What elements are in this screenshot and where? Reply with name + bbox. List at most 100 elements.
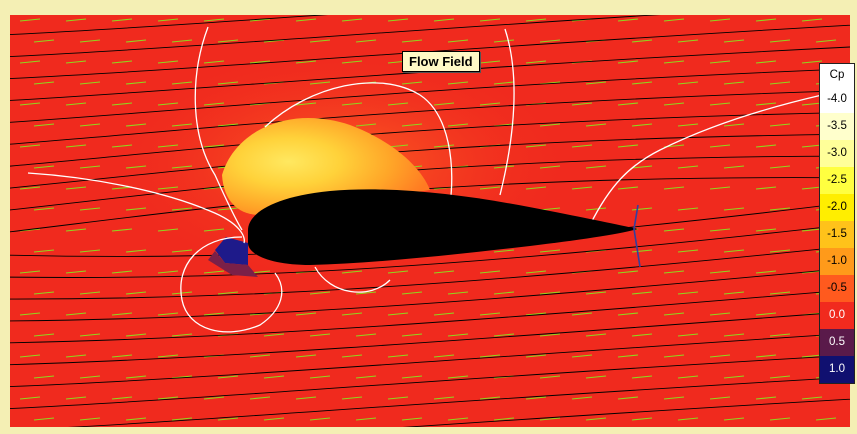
flow-field-plot[interactable]: Flow Field bbox=[10, 15, 850, 427]
velocity-vector bbox=[447, 375, 469, 379]
velocity-vector bbox=[585, 165, 607, 169]
velocity-vector bbox=[217, 81, 239, 85]
velocity-vector bbox=[723, 333, 745, 337]
velocity-vector bbox=[709, 18, 731, 22]
velocity-vector bbox=[677, 39, 699, 43]
velocity-vector bbox=[65, 396, 87, 400]
velocity-vector bbox=[447, 81, 469, 85]
legend-level: -0.5 bbox=[820, 275, 854, 302]
legend-level: 0.5 bbox=[820, 329, 854, 356]
velocity-vector bbox=[801, 396, 823, 400]
velocity-vector bbox=[295, 396, 317, 400]
velocity-vector bbox=[539, 249, 561, 253]
velocity-vector bbox=[401, 333, 423, 337]
velocity-vector bbox=[295, 102, 317, 106]
streamline bbox=[10, 90, 850, 145]
legend-level: -2.5 bbox=[820, 167, 854, 194]
velocity-vector bbox=[125, 81, 147, 85]
velocity-vector bbox=[203, 60, 225, 64]
streamline bbox=[10, 223, 850, 278]
velocity-vector bbox=[309, 39, 331, 43]
velocity-vector bbox=[663, 396, 685, 400]
velocity-vector bbox=[479, 270, 501, 274]
velocity-vector bbox=[571, 186, 593, 190]
streamline bbox=[10, 289, 850, 344]
velocity-vector bbox=[585, 291, 607, 295]
velocity-vector bbox=[309, 333, 331, 337]
velocity-vector bbox=[801, 102, 823, 106]
velocity-vector bbox=[447, 123, 469, 127]
velocity-vector bbox=[631, 123, 653, 127]
streamline bbox=[67, 376, 850, 427]
velocity-vector bbox=[755, 312, 777, 316]
velocity-vector bbox=[525, 354, 547, 358]
velocity-vector bbox=[539, 165, 561, 169]
velocity-vector bbox=[723, 123, 745, 127]
velocity-vector bbox=[709, 354, 731, 358]
velocity-vector bbox=[249, 396, 271, 400]
velocity-vector bbox=[171, 333, 193, 337]
streamline bbox=[402, 398, 850, 427]
velocity-vector bbox=[157, 312, 179, 316]
velocity-vector bbox=[617, 60, 639, 64]
velocity-vector bbox=[525, 60, 547, 64]
velocity-vector bbox=[125, 165, 147, 169]
legend-level: -3.0 bbox=[820, 140, 854, 167]
velocity-vector bbox=[617, 186, 639, 190]
velocity-vector bbox=[539, 39, 561, 43]
velocity-vector bbox=[65, 60, 87, 64]
velocity-vector bbox=[723, 165, 745, 169]
velocity-vector bbox=[171, 39, 193, 43]
velocity-vector bbox=[387, 270, 409, 274]
velocity-vector bbox=[585, 123, 607, 127]
legend-header: Cp bbox=[820, 64, 854, 86]
velocity-vector bbox=[157, 102, 179, 106]
velocity-vector bbox=[355, 123, 377, 127]
legend-level: -1.0 bbox=[820, 248, 854, 275]
velocity-vector bbox=[585, 375, 607, 379]
velocity-vector bbox=[33, 165, 55, 169]
velocity-vector bbox=[769, 375, 791, 379]
velocity-vector bbox=[723, 375, 745, 379]
velocity-vector bbox=[631, 333, 653, 337]
velocity-vector bbox=[111, 354, 133, 358]
velocity-vector bbox=[433, 102, 455, 106]
velocity-vector bbox=[447, 333, 469, 337]
velocity-vector bbox=[171, 291, 193, 295]
velocity-vector bbox=[19, 102, 41, 106]
velocity-vector bbox=[479, 18, 501, 22]
velocity-vector bbox=[65, 354, 87, 358]
velocity-vector bbox=[203, 102, 225, 106]
velocity-vector bbox=[249, 18, 271, 22]
velocity-vector bbox=[539, 123, 561, 127]
velocity-vector bbox=[341, 102, 363, 106]
stagnation-halo bbox=[208, 251, 258, 277]
velocity-vector bbox=[295, 312, 317, 316]
velocity-vector bbox=[617, 396, 639, 400]
velocity-vector bbox=[341, 270, 363, 274]
velocity-vector bbox=[447, 39, 469, 43]
velocity-vector bbox=[79, 207, 101, 211]
velocity-vector bbox=[723, 291, 745, 295]
velocity-vector bbox=[479, 312, 501, 316]
velocity-vector bbox=[263, 417, 285, 421]
velocity-vector bbox=[663, 270, 685, 274]
velocity-vector bbox=[769, 417, 791, 421]
velocity-vector bbox=[157, 60, 179, 64]
velocity-vector bbox=[65, 228, 87, 232]
velocity-vector bbox=[433, 312, 455, 316]
velocity-vector bbox=[125, 123, 147, 127]
velocity-vector bbox=[585, 417, 607, 421]
velocity-vector bbox=[203, 18, 225, 22]
velocity-vector bbox=[203, 228, 225, 232]
velocity-vector bbox=[617, 18, 639, 22]
velocity-vector bbox=[631, 249, 653, 253]
velocity-vector bbox=[217, 375, 239, 379]
velocity-vector bbox=[631, 291, 653, 295]
velocity-vector bbox=[617, 270, 639, 274]
velocity-vector bbox=[125, 207, 147, 211]
velocity-vector bbox=[125, 39, 147, 43]
velocity-vector bbox=[19, 354, 41, 358]
velocity-vector bbox=[125, 375, 147, 379]
velocity-vector bbox=[33, 123, 55, 127]
